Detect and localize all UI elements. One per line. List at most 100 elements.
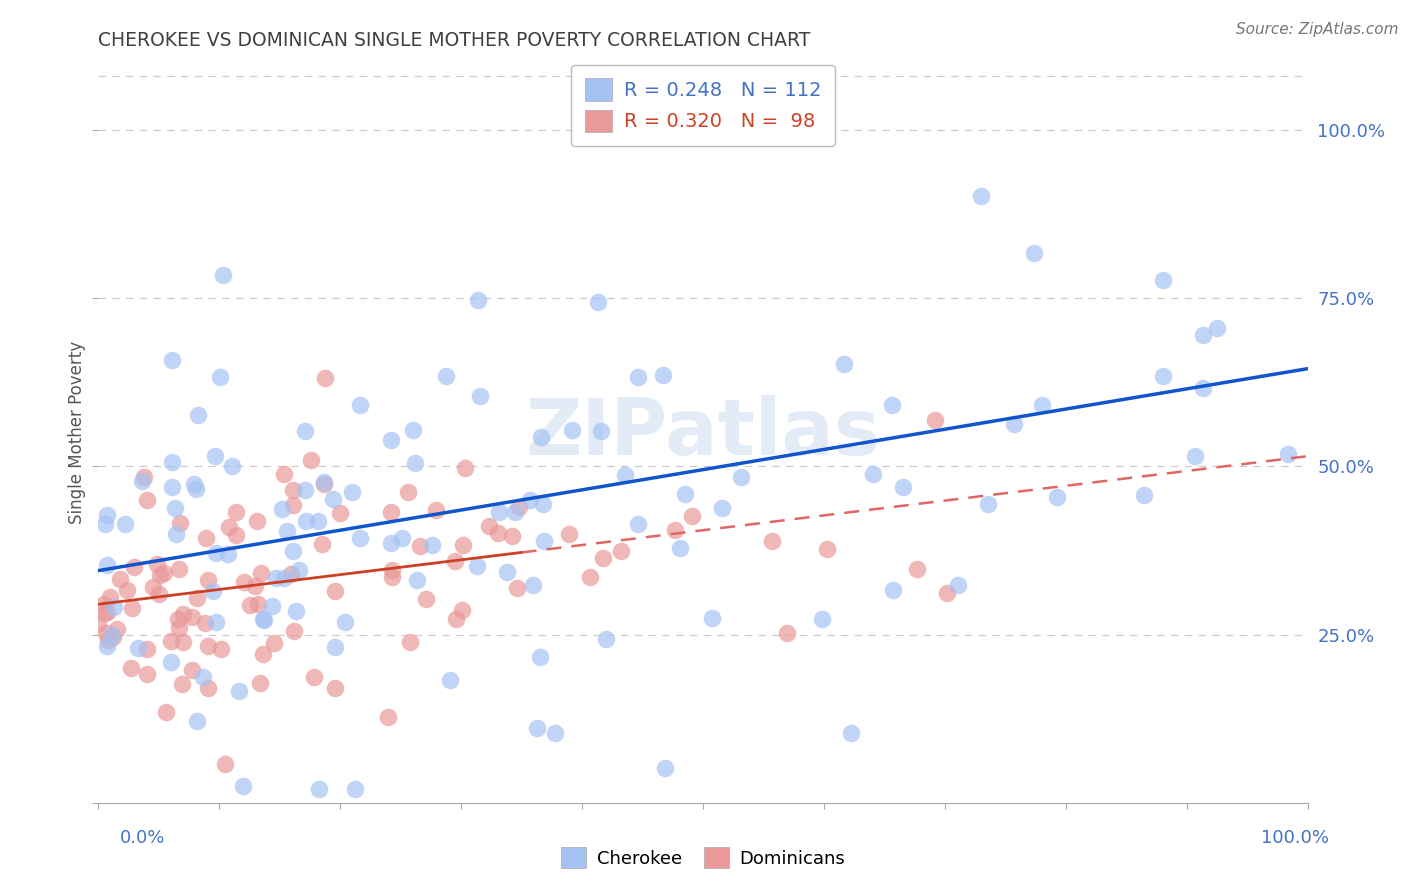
Cherokee bbox=[205, 615, 228, 629]
Dominicans bbox=[451, 602, 474, 616]
Cherokee bbox=[295, 515, 318, 529]
Cherokee bbox=[591, 424, 613, 438]
Cherokee bbox=[343, 782, 366, 797]
Dominicans bbox=[148, 587, 170, 601]
Dominicans bbox=[263, 636, 285, 650]
Cherokee bbox=[811, 611, 834, 625]
Dominicans bbox=[592, 551, 614, 566]
Cherokee bbox=[160, 480, 183, 494]
Cherokee bbox=[468, 389, 491, 403]
Cherokee bbox=[103, 599, 125, 614]
Cherokee bbox=[273, 571, 295, 585]
Dominicans bbox=[172, 677, 194, 691]
Cherokee bbox=[654, 761, 676, 775]
Cherokee bbox=[284, 604, 307, 618]
Text: CHEROKEE VS DOMINICAN SINGLE MOTHER POVERTY CORRELATION CHART: CHEROKEE VS DOMINICAN SINGLE MOTHER POVE… bbox=[98, 30, 811, 50]
Dominicans bbox=[142, 580, 165, 594]
Dominicans bbox=[323, 584, 346, 599]
Cherokee bbox=[96, 639, 118, 653]
Text: ZIPatlas: ZIPatlas bbox=[526, 394, 880, 471]
Dominicans bbox=[329, 506, 352, 520]
Cherokee bbox=[880, 398, 903, 412]
Dominicans bbox=[153, 566, 176, 580]
Cherokee bbox=[832, 357, 855, 371]
Cherokee bbox=[1031, 398, 1053, 412]
Cherokee bbox=[127, 641, 149, 656]
Dominicans bbox=[132, 470, 155, 484]
Dominicans bbox=[214, 757, 236, 772]
Cherokee bbox=[221, 459, 243, 474]
Cherokee bbox=[253, 613, 276, 627]
Dominicans bbox=[181, 663, 204, 677]
Cherokee bbox=[183, 476, 205, 491]
Dominicans bbox=[121, 601, 143, 615]
Cherokee bbox=[533, 497, 555, 511]
Cherokee bbox=[349, 398, 371, 412]
Cherokee bbox=[162, 454, 184, 468]
Cherokee bbox=[402, 423, 425, 437]
Cherokee bbox=[503, 505, 526, 519]
Cherokee bbox=[217, 547, 239, 561]
Dominicans bbox=[218, 520, 240, 534]
Dominicans bbox=[681, 509, 703, 524]
Dominicans bbox=[169, 516, 191, 530]
Dominicans bbox=[249, 676, 271, 690]
Dominicans bbox=[380, 505, 402, 519]
Cherokee bbox=[1152, 273, 1174, 287]
Cherokee bbox=[94, 517, 117, 532]
Dominicans bbox=[486, 526, 509, 541]
Cherokee bbox=[204, 449, 226, 463]
Cherokee bbox=[627, 517, 650, 532]
Dominicans bbox=[508, 500, 530, 515]
Dominicans bbox=[101, 630, 124, 644]
Dominicans bbox=[120, 660, 142, 674]
Dominicans bbox=[252, 647, 274, 661]
Cherokee bbox=[294, 424, 316, 438]
Dominicans bbox=[558, 527, 581, 541]
Cherokee bbox=[675, 487, 697, 501]
Dominicans bbox=[506, 581, 529, 595]
Dominicans bbox=[936, 586, 959, 600]
Cherokee bbox=[1205, 320, 1227, 334]
Dominicans bbox=[225, 528, 247, 542]
Text: 100.0%: 100.0% bbox=[1261, 829, 1329, 847]
Cherokee bbox=[1132, 488, 1154, 502]
Cherokee bbox=[101, 628, 124, 642]
Dominicans bbox=[444, 554, 467, 568]
Cherokee bbox=[162, 352, 184, 367]
Dominicans bbox=[245, 579, 267, 593]
Cherokee bbox=[193, 670, 215, 684]
Dominicans bbox=[197, 639, 219, 653]
Dominicans bbox=[94, 606, 117, 620]
Dominicans bbox=[425, 503, 447, 517]
Dominicans bbox=[94, 626, 117, 640]
Cherokee bbox=[420, 538, 443, 552]
Dominicans bbox=[381, 570, 404, 584]
Dominicans bbox=[195, 531, 218, 545]
Cherokee bbox=[1022, 246, 1045, 260]
Dominicans bbox=[454, 461, 477, 475]
Dominicans bbox=[197, 681, 219, 696]
Cherokee bbox=[613, 468, 636, 483]
Dominicans bbox=[314, 477, 336, 491]
Cherokee bbox=[322, 491, 344, 506]
Cherokee bbox=[561, 424, 583, 438]
Cherokee bbox=[946, 578, 969, 592]
Cherokee bbox=[586, 294, 609, 309]
Dominicans bbox=[281, 498, 304, 512]
Cherokee bbox=[544, 726, 567, 740]
Dominicans bbox=[115, 582, 138, 597]
Cherokee bbox=[1046, 490, 1069, 504]
Cherokee bbox=[652, 368, 675, 382]
Cherokee bbox=[335, 615, 357, 629]
Cherokee bbox=[283, 544, 305, 558]
Cherokee bbox=[977, 497, 1000, 511]
Cherokee bbox=[839, 726, 862, 740]
Cherokee bbox=[882, 583, 904, 598]
Dominicans bbox=[96, 605, 118, 619]
Cherokee bbox=[276, 524, 298, 538]
Cherokee bbox=[439, 673, 461, 687]
Dominicans bbox=[197, 573, 219, 587]
Dominicans bbox=[194, 616, 217, 631]
Cherokee bbox=[496, 565, 519, 579]
